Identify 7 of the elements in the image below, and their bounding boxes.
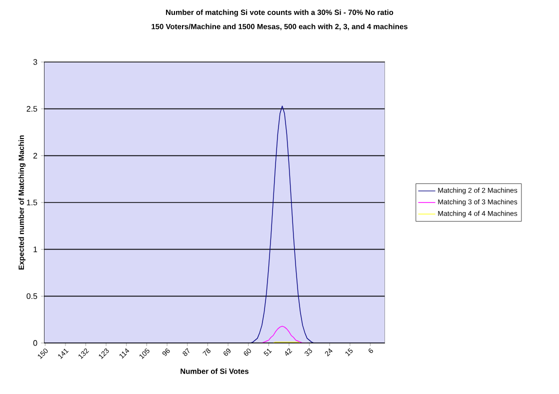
y-tick-label: 2	[33, 152, 38, 158]
y-tick-label: 3	[33, 59, 38, 65]
y-tick-label: 1.5	[26, 200, 38, 206]
y-tick-label: 0	[33, 340, 38, 346]
y-tick-label: 2.5	[26, 106, 38, 112]
y-tick-label: 0.5	[26, 293, 38, 299]
y-tick-label: 1	[34, 246, 38, 252]
